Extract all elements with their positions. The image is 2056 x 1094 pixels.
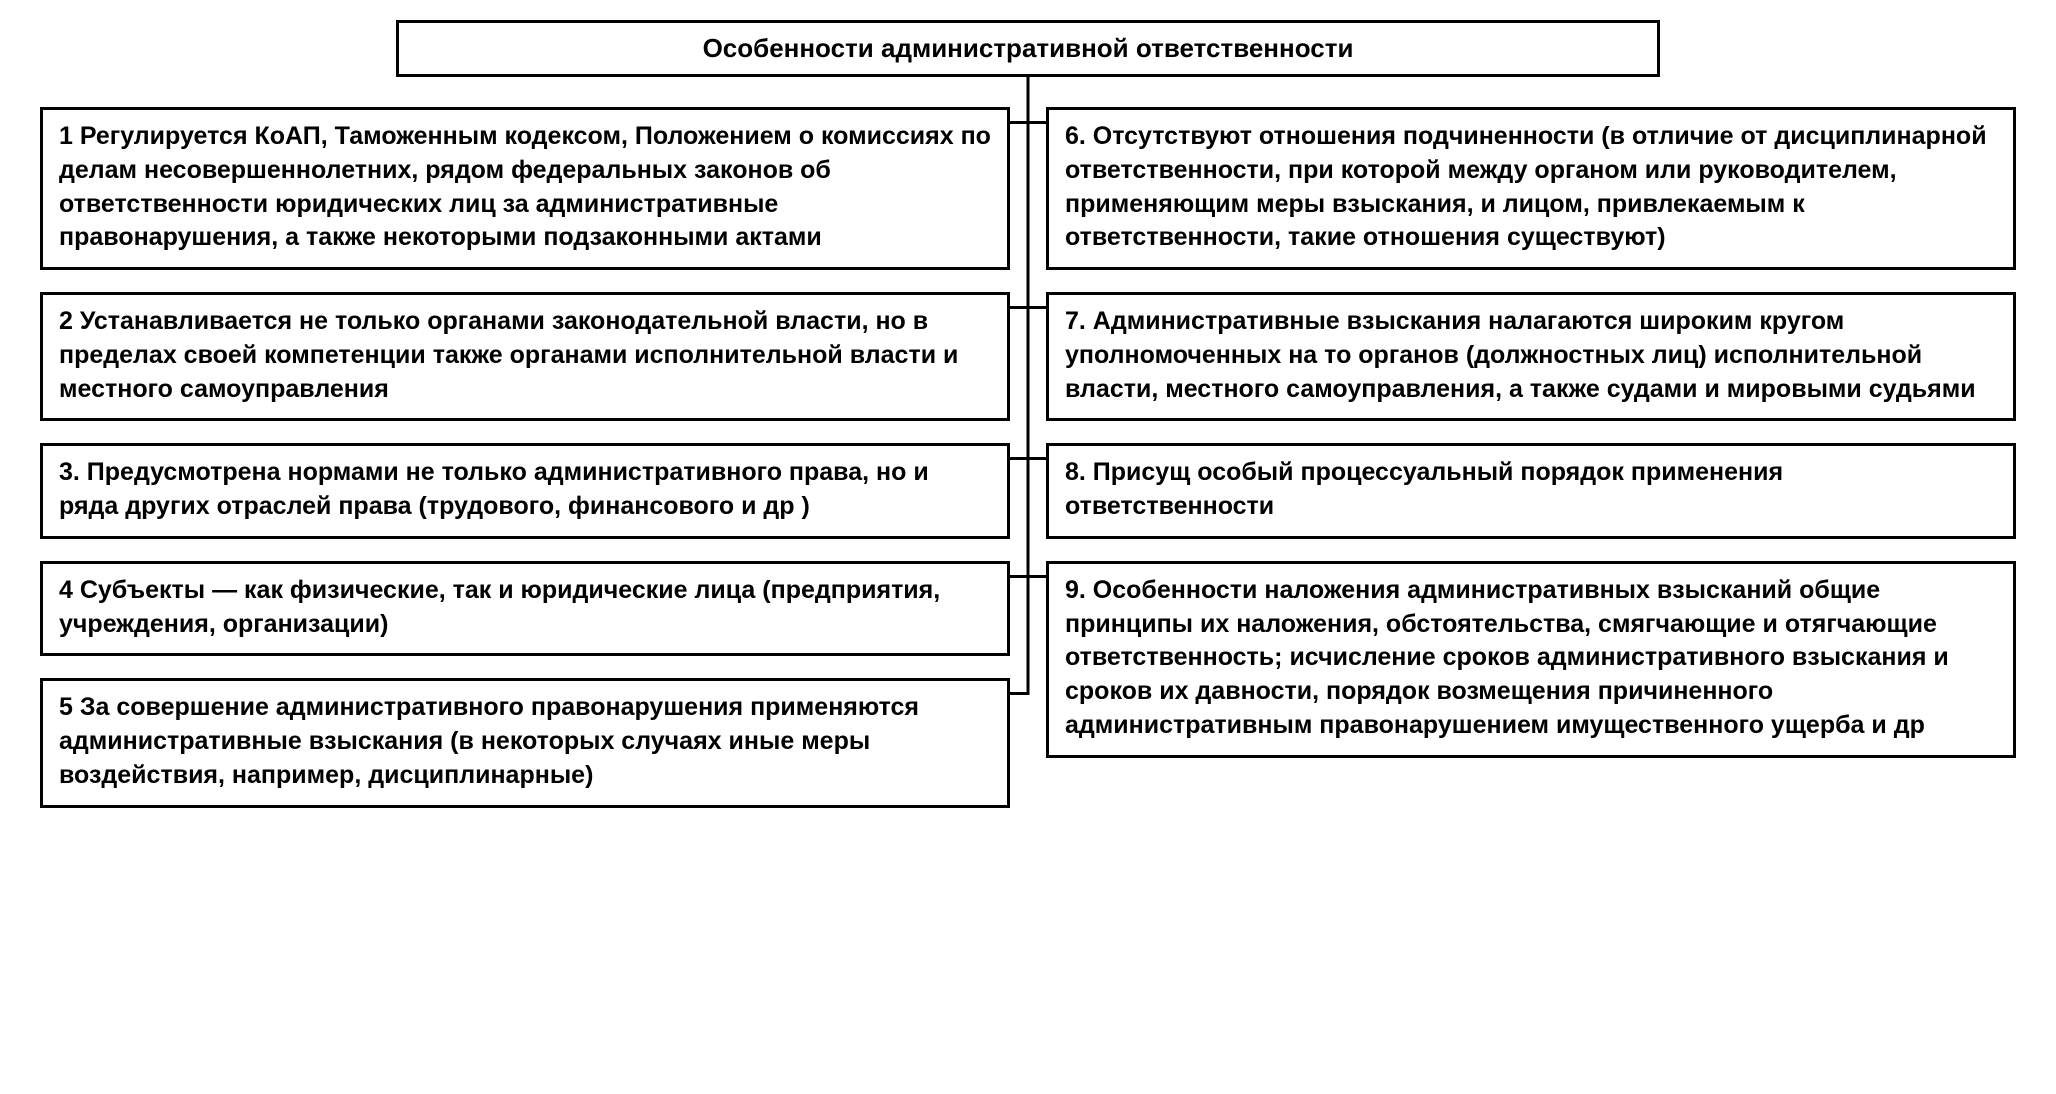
trunk-line: [1027, 77, 1030, 695]
feature-node: 3. Предусмотрена нормами не только админ…: [40, 443, 1010, 539]
connector-line: [1028, 121, 1046, 124]
connector-line: [1010, 457, 1028, 460]
diagram-title: Особенности административной ответственн…: [396, 20, 1661, 77]
connector-line: [1028, 457, 1046, 460]
feature-node: 4 Субъекты — как физические, так и юриди…: [40, 561, 1010, 657]
connector-line: [1010, 575, 1028, 578]
diagram-root: Особенности административной ответственн…: [40, 20, 2016, 808]
connector-line: [1010, 692, 1028, 695]
feature-node: 8. Присущ особый процессуальный порядок …: [1046, 443, 2016, 539]
connector-line: [1010, 306, 1028, 309]
right-column: 6. Отсутствуют отношения подчиненности (…: [1046, 107, 2016, 808]
feature-node: 7. Административные взыскания налагаются…: [1046, 292, 2016, 421]
feature-node: 5 За совершение административного правон…: [40, 678, 1010, 807]
feature-node: 2 Устанавливается не только органами зак…: [40, 292, 1010, 421]
connector-line: [1010, 121, 1028, 124]
feature-node: 6. Отсутствуют отношения подчиненности (…: [1046, 107, 2016, 270]
feature-node: 1 Регулируется КоАП, Таможенным кодексом…: [40, 107, 1010, 270]
feature-node: 9. Особенности наложения административны…: [1046, 561, 2016, 758]
connector-line: [1028, 306, 1046, 309]
left-column: 1 Регулируется КоАП, Таможенным кодексом…: [40, 107, 1010, 808]
connector-line: [1028, 575, 1046, 578]
